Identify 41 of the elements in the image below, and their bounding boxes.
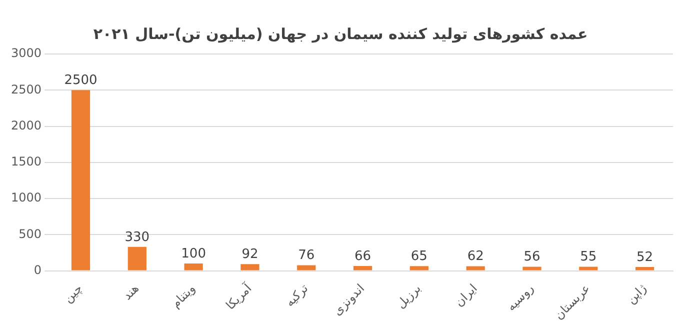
x-tick-label: ترکیه [282, 281, 311, 310]
bar [410, 266, 428, 270]
data-label: 92 [242, 246, 258, 262]
bar [184, 264, 203, 270]
x-tick-label: ویتنام [168, 281, 198, 311]
x-tick-label: روسیه [504, 281, 536, 314]
x-tick-label: چین [60, 281, 86, 306]
bar [128, 246, 146, 270]
y-tick-label: 500 [18, 226, 42, 241]
x-tick-label: اندونزی [330, 281, 368, 318]
x-tick-label: ایران [452, 281, 480, 310]
bar [297, 265, 316, 270]
data-label: 55 [580, 250, 597, 265]
y-tick-label: 1000 [10, 190, 42, 205]
data-label: 2500 [64, 73, 98, 88]
x-tick-label: ژاپن [624, 281, 650, 306]
data-label: 66 [354, 248, 372, 264]
bar [635, 267, 654, 270]
bar [240, 264, 260, 270]
chart-title: عمده کشورهای تولید کننده سیمان در جهان (میلیون تن)-سال ۲۰۲۱ [93, 24, 588, 43]
bar [579, 266, 598, 270]
y-tick-label: 0 [34, 262, 42, 277]
data-label: 100 [181, 246, 206, 262]
data-label: 62 [467, 249, 484, 264]
data-label: 56 [524, 250, 540, 265]
bar [353, 266, 372, 270]
y-tick-label: 2500 [10, 82, 42, 96]
y-tick-label: 2000 [10, 118, 42, 132]
data-label: 65 [410, 248, 428, 264]
x-tick-label: آمریکا [222, 280, 255, 312]
bar [71, 90, 90, 270]
data-label: 330 [124, 230, 150, 245]
x-tick-label: عربستان [552, 281, 593, 322]
bar [522, 266, 542, 270]
data-label: 52 [636, 250, 654, 265]
data-label: 76 [298, 248, 315, 264]
bar [466, 266, 485, 270]
y-tick-label: 1500 [10, 154, 42, 169]
x-tick-label: هند [120, 281, 142, 303]
y-tick-label: 3000 [10, 46, 42, 60]
x-tick-label: برزیل [394, 281, 424, 312]
